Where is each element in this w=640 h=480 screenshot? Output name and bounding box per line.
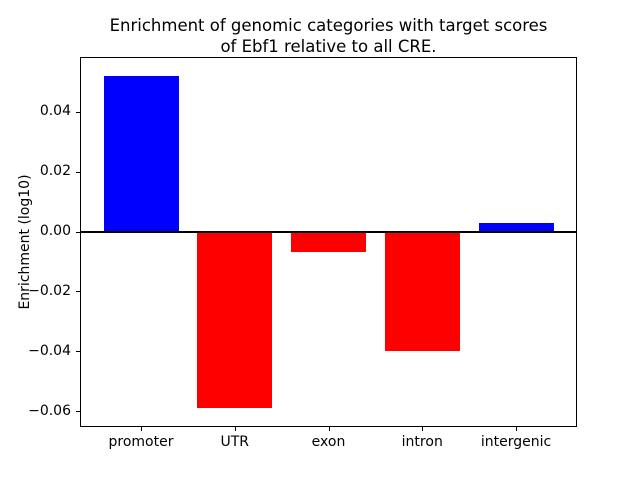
y-tick-label: 0.02 — [39, 163, 71, 180]
x-tick-mark — [516, 427, 517, 431]
bar-intergenic — [478, 222, 554, 232]
chart-title: Enrichment of genomic categories with ta… — [80, 15, 577, 57]
x-tick-mark — [141, 427, 142, 431]
y-tick-mark — [76, 111, 80, 113]
x-tick-label-UTR: UTR — [220, 434, 250, 450]
y-tick-label: −0.02 — [28, 282, 71, 299]
y-tick-mark — [76, 351, 80, 353]
y-tick-mark — [76, 291, 80, 293]
y-tick-mark — [76, 171, 80, 173]
y-tick-mark — [76, 411, 80, 413]
x-tick-mark — [422, 427, 424, 431]
bar-promoter — [103, 75, 179, 232]
x-tick-label-exon: exon — [311, 434, 346, 450]
y-tick-label: 0.04 — [39, 103, 71, 120]
y-tick-label: 0.00 — [39, 223, 71, 240]
x-tick-label-intergenic: intergenic — [480, 434, 552, 450]
bar-UTR — [197, 231, 273, 409]
y-tick-label: −0.04 — [28, 342, 71, 359]
x-tick-mark — [328, 427, 330, 431]
zero-line — [81, 230, 576, 233]
chart-title-line1: Enrichment of genomic categories with ta… — [109, 16, 548, 35]
bar-intron — [384, 231, 460, 352]
x-tick-label-intron: intron — [401, 434, 443, 450]
plot-area — [80, 57, 577, 427]
y-tick-label: −0.06 — [28, 402, 71, 419]
x-tick-mark — [234, 427, 236, 431]
y-tick-mark — [76, 231, 80, 233]
bar-exon — [291, 231, 366, 253]
x-tick-label-promoter: promoter — [108, 434, 174, 450]
chart-title-line2: of Ebf1 relative to all CRE. — [220, 37, 437, 56]
